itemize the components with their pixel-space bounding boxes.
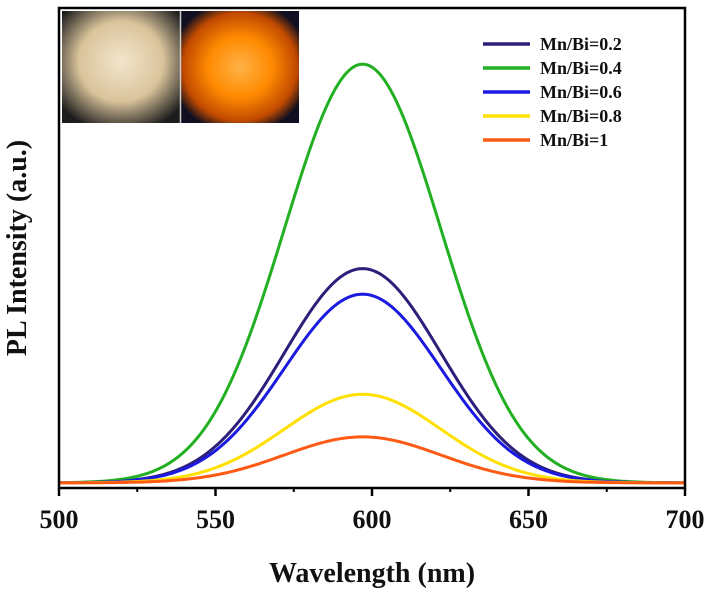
- powder-daylight-photo: [62, 11, 180, 123]
- x-tick-label-650: 650: [509, 505, 548, 534]
- legend-label-4: Mn/Bi=0.8: [540, 106, 622, 126]
- x-tick-label-550: 550: [196, 505, 235, 534]
- legend-label-2: Mn/Bi=0.4: [540, 58, 622, 78]
- series-line-5: [59, 435, 685, 485]
- legend-label-3: Mn/Bi=0.6: [540, 82, 622, 102]
- series-line-2: [58, 62, 686, 485]
- series-line-1: [58, 267, 685, 485]
- legend-label-1: Mn/Bi=0.2: [540, 34, 622, 54]
- x-axis-title: Wavelength (nm): [269, 558, 475, 589]
- legend: Mn/Bi=0.2 Mn/Bi=0.4 Mn/Bi=0.6 Mn/Bi=0.8 Mn/B…: [483, 34, 622, 150]
- legend-label-5: Mn/Bi=1: [540, 130, 608, 150]
- x-tick-label-500: 500: [40, 505, 79, 534]
- x-tick-label-600: 600: [353, 505, 392, 534]
- x-axis: 500 550 600 650 700: [40, 488, 705, 534]
- spectrum-curves: [58, 62, 686, 485]
- x-tick-label-700: 700: [666, 505, 705, 534]
- y-axis-title: PL Intensity (a.u.): [2, 140, 33, 356]
- powder-uv-photo: [181, 11, 299, 123]
- series-line-3: [58, 292, 686, 485]
- inset-photos: [62, 11, 299, 123]
